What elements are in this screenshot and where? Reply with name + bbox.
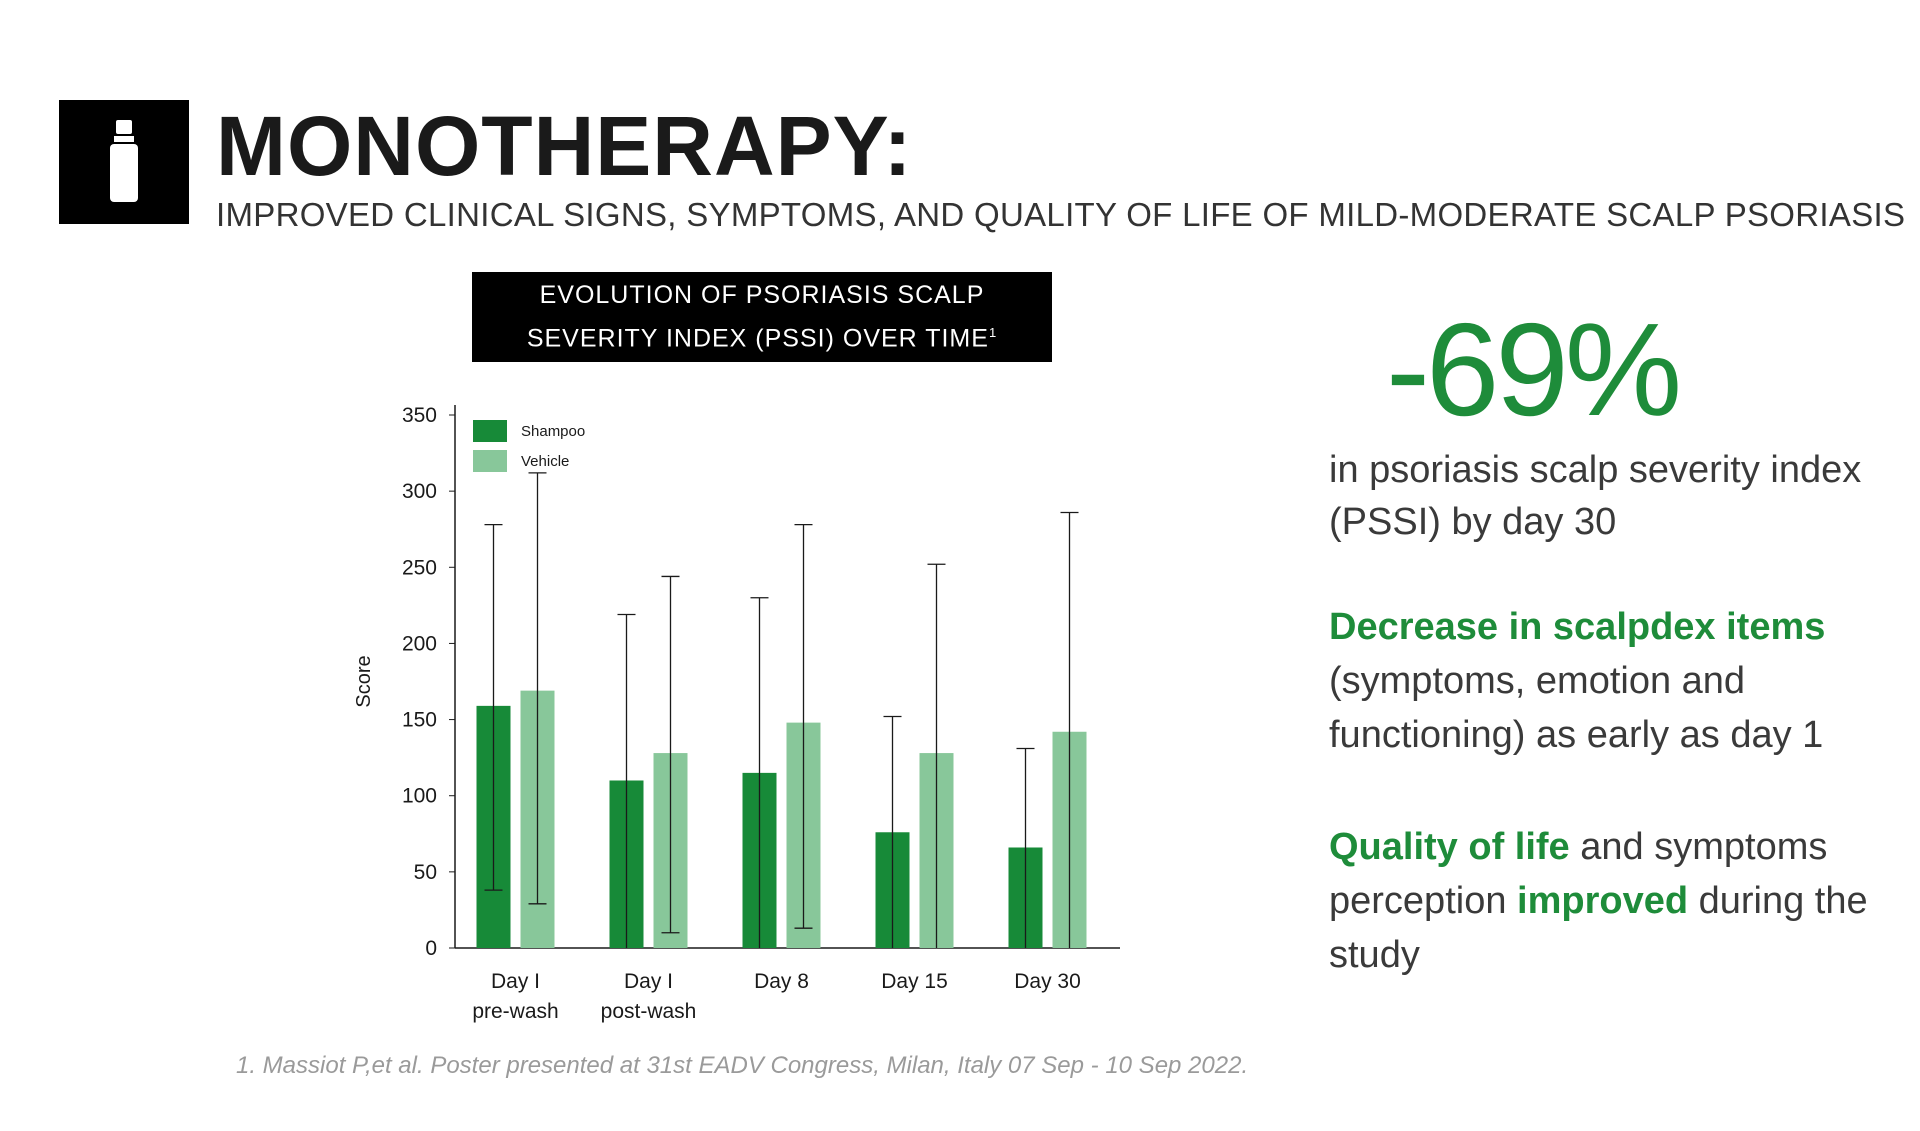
- stat-description: in psoriasis scalp severity index (PSSI)…: [1329, 449, 1862, 543]
- monotherapy-badge: [59, 100, 189, 224]
- y-tick-label: 0: [425, 937, 437, 960]
- stat-percentage: -69%: [1386, 296, 1682, 443]
- y-tick-label: 100: [402, 785, 437, 808]
- y-tick-label: 250: [402, 556, 437, 579]
- scalpdex-highlight: Decrease in scalpdex items: [1329, 606, 1826, 648]
- x-tick-label: Day I: [491, 970, 540, 993]
- qol-text-1: and symptoms perception: [1329, 826, 1828, 922]
- x-tick-label: Day I: [624, 970, 673, 993]
- chart-title-line2: SEVERITY INDEX (PSSI) OVER TIME1: [526, 324, 998, 353]
- bottle-icon: [110, 120, 138, 202]
- legend-swatch-vehicle: [473, 450, 507, 472]
- y-tick-label: 350: [402, 404, 437, 427]
- chart-title-footnote-mark: 1: [988, 325, 998, 341]
- x-tick-label: pre-wash: [472, 1000, 558, 1023]
- y-tick-label: 300: [402, 480, 437, 503]
- scalpdex-text: (symptoms, emotion and functioning) as e…: [1329, 660, 1824, 756]
- page-title: MONOTHERAPY:: [216, 99, 913, 193]
- y-tick-label: 200: [402, 632, 437, 655]
- x-tick-label: post-wash: [601, 1000, 697, 1023]
- qol-highlight: Quality of life: [1329, 826, 1570, 868]
- y-axis-label: Score: [353, 655, 375, 707]
- x-tick-label: Day 15: [881, 970, 948, 993]
- legend-swatch-shampoo: [473, 420, 507, 442]
- footnote: 1. Massiot P,et al. Poster presented at …: [236, 1052, 1249, 1079]
- chart-title-box: EVOLUTION OF PSORIASIS SCALP SEVERITY IN…: [472, 272, 1052, 362]
- scalpdex-block: Decrease in scalpdex items (symptoms, em…: [1329, 600, 1889, 762]
- legend-label-shampoo: Shampoo: [521, 423, 585, 440]
- legend-label-vehicle: Vehicle: [521, 453, 569, 470]
- chart-title-line1: EVOLUTION OF PSORIASIS SCALP: [539, 281, 985, 310]
- y-tick-label: 50: [414, 861, 437, 884]
- improved-highlight: improved: [1517, 880, 1689, 922]
- pssi-bar-chart: 0 50 100 150 200 250 300 350 Score Day I pre-wash D…: [353, 404, 1120, 1023]
- page-subtitle: IMPROVED CLINICAL SIGNS, SYMPTOMS, AND Q…: [216, 196, 1906, 233]
- x-tick-label: Day 30: [1014, 970, 1081, 993]
- y-tick-label: 150: [402, 709, 437, 732]
- x-tick-label: Day 8: [754, 970, 809, 993]
- qol-text-2: during the study: [1329, 880, 1868, 976]
- quality-of-life-block: Quality of life and symptoms perception …: [1329, 820, 1889, 982]
